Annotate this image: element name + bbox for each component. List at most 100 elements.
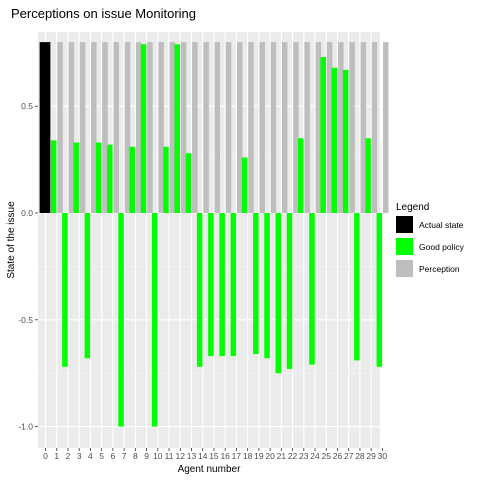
bar-perception-28: [360, 42, 367, 214]
x-axis-title: Agent number: [178, 464, 241, 475]
bar-good-policy-3: [73, 142, 79, 213]
bar-good-policy-2: [62, 213, 68, 367]
x-tick-label: 16: [220, 451, 230, 461]
bar-good-policy-21: [275, 213, 282, 374]
bar-perception-16: [225, 42, 232, 214]
bar-perception-26: [338, 42, 344, 214]
x-tick-label: 20: [265, 451, 275, 461]
bar-good-policy-11: [163, 146, 169, 213]
bar-good-policy-1: [50, 140, 57, 213]
x-tick-label: 22: [288, 451, 298, 461]
bar-perception-22: [293, 42, 299, 214]
x-tick-label: 11: [165, 451, 174, 461]
bar-perception-23: [304, 42, 310, 214]
bar-good-policy-29: [365, 138, 371, 213]
bar-perception-25: [326, 42, 333, 214]
bar-perception-1: [57, 42, 63, 214]
x-tick-label: 0: [43, 451, 48, 461]
x-tick-label: 15: [209, 451, 219, 461]
bar-good-policy-28: [354, 213, 360, 361]
x-tick-label: 21: [277, 451, 287, 461]
y-axis-title: State of the issue: [6, 201, 17, 279]
x-tick-label: 23: [299, 451, 309, 461]
x-tick-label: 17: [232, 451, 242, 461]
x-tick-label: 26: [333, 451, 343, 461]
bar-good-policy-7: [118, 213, 124, 427]
x-tick-label: 18: [243, 451, 253, 461]
bar-perception-27: [349, 42, 355, 214]
x-tick-label: 25: [322, 451, 332, 461]
x-tick-label: 14: [198, 451, 208, 461]
y-axis: 0.5 0.0 -0.5 -1.0: [18, 101, 38, 432]
x-tick-label: 7: [122, 451, 127, 461]
x-tick-label: 19: [254, 451, 264, 461]
bar-good-policy-12: [174, 44, 180, 214]
bar-perception-19: [259, 42, 265, 214]
bar-good-policy-6: [107, 144, 113, 213]
bar-good-policy-24: [309, 213, 315, 365]
bar-good-policy-26: [331, 67, 338, 213]
x-tick-label: 4: [88, 451, 93, 461]
bar-perception-7: [124, 42, 131, 214]
x-tick-label: 28: [355, 451, 365, 461]
bar-perception-15: [214, 42, 221, 214]
x-tick-label: 5: [99, 451, 104, 461]
legend: Legend Actual state Good policy Perception: [396, 202, 465, 277]
y-tick-label: -0.5: [18, 315, 33, 325]
legend-label: Perception: [419, 264, 460, 274]
bar-actual-state-0: [39, 42, 51, 214]
x-tick-label: 29: [366, 451, 376, 461]
x-tick-label: 9: [144, 451, 149, 461]
x-tick-label: 27: [344, 451, 354, 461]
bar-perception-24: [315, 42, 322, 214]
bar-good-policy-25: [320, 57, 326, 214]
bar-good-policy-10: [152, 213, 158, 427]
y-tick-label: -1.0: [18, 422, 33, 432]
legend-swatch-perception: [396, 260, 413, 277]
bar-good-policy-15: [208, 213, 214, 357]
bar-good-policy-19: [253, 213, 259, 354]
bar-good-policy-23: [297, 138, 304, 213]
bar-perception-5: [102, 42, 108, 214]
x-tick-label: 1: [54, 451, 59, 461]
bar-perception-2: [68, 42, 75, 214]
bar-good-policy-22: [286, 213, 293, 369]
bar-good-policy-4: [84, 213, 91, 359]
bar-good-policy-8: [129, 146, 136, 213]
y-tick-label: 0.0: [21, 208, 33, 218]
x-tick-label: 8: [133, 451, 138, 461]
bar-good-policy-14: [196, 213, 203, 367]
x-tick-label: 6: [111, 451, 116, 461]
legend-label: Actual state: [419, 220, 464, 230]
bar-good-policy-27: [342, 69, 349, 213]
x-axis: 0 1 2 3 4 5 6 7 8 9 10 11 12 13 14 15 16 17 18 19 20 21 22 23 24…: [43, 448, 387, 461]
bar-good-policy-18: [241, 157, 248, 213]
grid-lines: [38, 32, 383, 448]
bar-perception-11: [169, 42, 176, 214]
bar-good-policy-20: [264, 213, 270, 359]
bar-perception-12: [180, 42, 187, 214]
bar-perception-14: [203, 42, 209, 214]
bar-good-policy-13: [185, 153, 192, 213]
bar-good-policy-9: [140, 44, 147, 214]
bar-perception-29: [371, 42, 378, 214]
bar-perception-30: [383, 42, 389, 214]
x-tick-label: 12: [176, 451, 186, 461]
bar-perception-10: [158, 42, 164, 214]
bar-good-policy-30: [376, 213, 383, 367]
bar-perception-3: [79, 42, 86, 214]
bar-perception-18: [248, 42, 254, 214]
bar-perception-13: [192, 42, 198, 214]
legend-title: Legend: [396, 202, 429, 213]
bar-perception-6: [113, 42, 119, 214]
bar-good-policy-5: [95, 142, 102, 213]
bar-perception-4: [91, 42, 97, 214]
bar-good-policy-16: [219, 213, 225, 357]
bar-good-policy-17: [230, 213, 237, 357]
legend-swatch-actual-state: [396, 216, 413, 233]
bar-perception-8: [135, 42, 142, 214]
bars: [39, 42, 389, 427]
x-tick-label: 2: [66, 451, 71, 461]
legend-swatch-good-policy: [396, 238, 413, 255]
